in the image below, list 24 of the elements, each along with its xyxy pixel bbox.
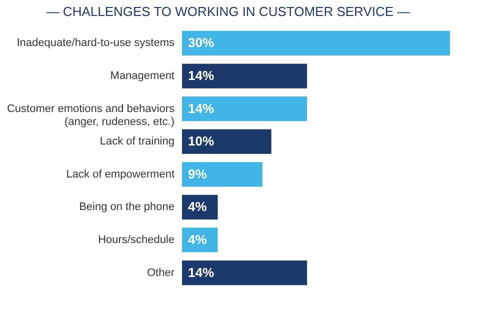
data-label: 4% — [188, 232, 208, 247]
bar — [182, 64, 308, 88]
data-label: 14% — [188, 100, 214, 116]
bar — [182, 30, 450, 56]
bar — [182, 162, 262, 187]
y-tick-label: Inadequate/hard-to-use systems — [16, 37, 175, 50]
y-tick-label: Being on the phone — [79, 201, 174, 214]
bar — [182, 129, 272, 154]
data-label: 10% — [188, 134, 214, 149]
bar — [182, 260, 308, 286]
bar — [182, 228, 218, 252]
y-tick-label: Other — [146, 266, 175, 279]
data-label: 4% — [188, 199, 208, 214]
bar — [182, 96, 308, 122]
y-tick-label: Lack of training — [100, 136, 174, 148]
y-tick-label: Customer emotions and behaviors (anger, rudeness, etc.) — [6, 102, 175, 128]
data-label: 14% — [188, 68, 214, 84]
data-label: 30% — [188, 35, 214, 50]
data-label: 9% — [188, 166, 208, 182]
data-label: 14% — [188, 264, 214, 280]
y-tick-label: Lack of empowerment — [66, 168, 174, 180]
y-tick-label: Hours/schedule — [98, 234, 174, 246]
y-tick-label: Management — [110, 70, 174, 82]
chart-title: — CHALLENGES TO WORKING IN CUSTOMER SERVICE — — [46, 4, 410, 19]
